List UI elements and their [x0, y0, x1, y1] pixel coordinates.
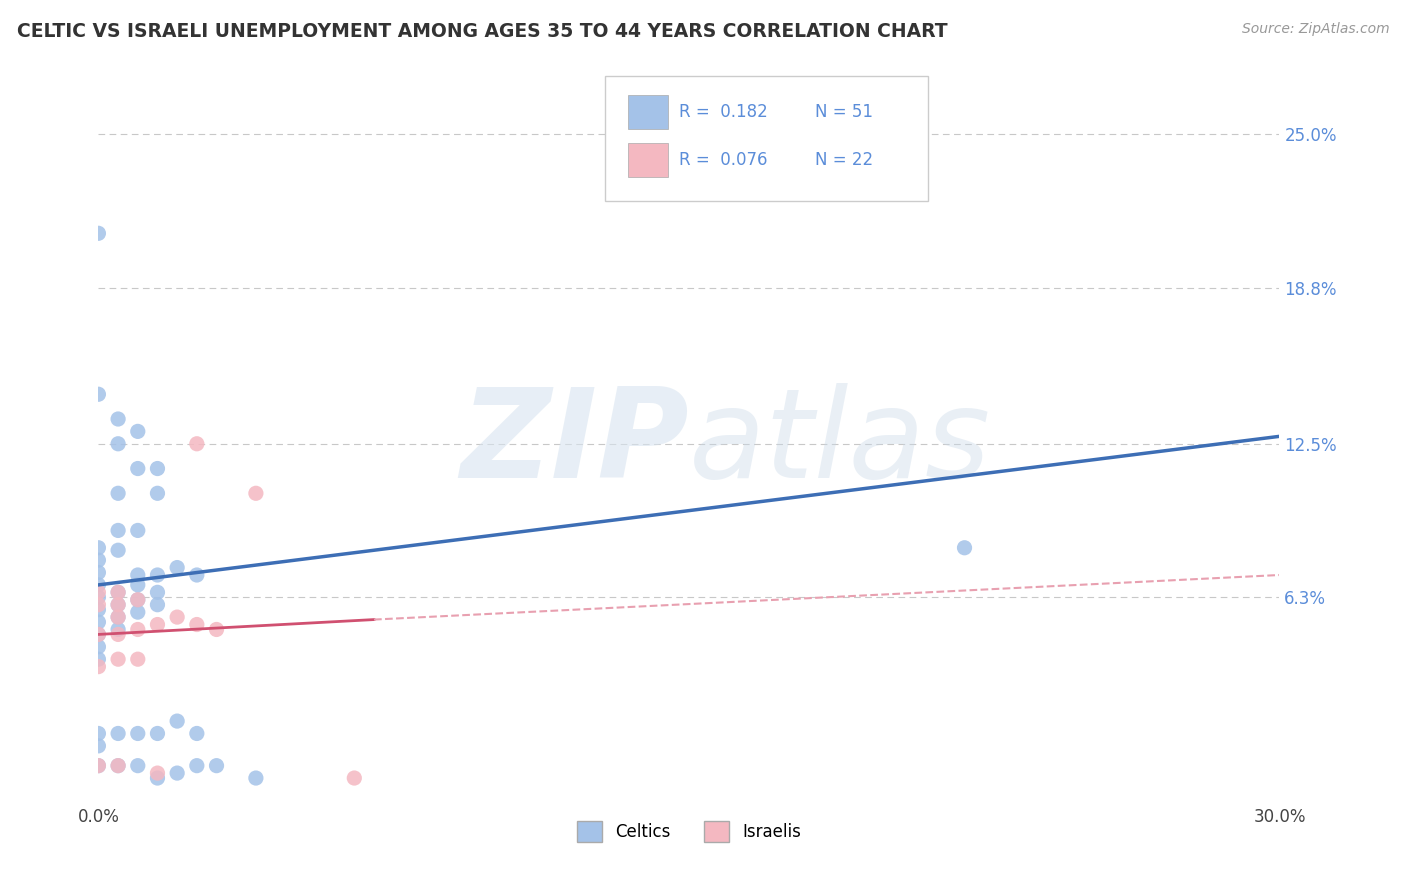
Point	[87, 640, 110, 654]
Point	[186, 617, 208, 632]
Point	[127, 425, 149, 439]
Point	[87, 652, 110, 666]
Point	[953, 541, 976, 555]
Point	[87, 627, 110, 641]
Point	[107, 627, 129, 641]
Point	[166, 560, 188, 574]
Point	[186, 726, 208, 740]
Text: ZIP: ZIP	[460, 384, 689, 504]
Point	[87, 227, 110, 241]
Point	[107, 758, 129, 772]
Point	[107, 412, 129, 426]
Point	[166, 714, 188, 728]
Point	[343, 771, 366, 785]
Point	[127, 592, 149, 607]
Point	[87, 553, 110, 567]
Point	[87, 659, 110, 673]
Point	[87, 585, 110, 599]
Point	[146, 766, 169, 780]
Point	[107, 436, 129, 450]
Point	[127, 605, 149, 619]
Point	[127, 578, 149, 592]
Point	[186, 436, 208, 450]
Point	[107, 598, 129, 612]
Point	[146, 486, 169, 500]
Point	[127, 652, 149, 666]
Point	[87, 726, 110, 740]
Point	[87, 591, 110, 605]
Point	[107, 598, 129, 612]
Point	[166, 610, 188, 624]
Text: N = 51: N = 51	[815, 103, 873, 121]
Point	[107, 486, 129, 500]
Point	[127, 592, 149, 607]
Point	[205, 758, 228, 772]
Point	[205, 623, 228, 637]
Point	[87, 602, 110, 616]
Point	[245, 771, 267, 785]
Point	[146, 617, 169, 632]
Point	[146, 461, 169, 475]
Point	[127, 726, 149, 740]
Point	[87, 758, 110, 772]
Point	[87, 598, 110, 612]
Point	[107, 585, 129, 599]
Text: R =  0.076: R = 0.076	[679, 151, 768, 169]
Point	[87, 627, 110, 641]
Point	[87, 578, 110, 592]
Point	[146, 771, 169, 785]
Point	[146, 585, 169, 599]
Point	[87, 758, 110, 772]
Point	[146, 568, 169, 582]
Text: Source: ZipAtlas.com: Source: ZipAtlas.com	[1241, 22, 1389, 37]
Point	[87, 615, 110, 629]
Point	[186, 568, 208, 582]
Text: N = 22: N = 22	[815, 151, 873, 169]
Point	[107, 726, 129, 740]
Point	[127, 461, 149, 475]
Point	[127, 568, 149, 582]
Point	[107, 758, 129, 772]
Point	[87, 387, 110, 401]
Point	[245, 486, 267, 500]
Legend: Celtics, Israelis: Celtics, Israelis	[571, 814, 807, 848]
Point	[107, 623, 129, 637]
Point	[107, 585, 129, 599]
Point	[127, 758, 149, 772]
Point	[87, 566, 110, 580]
Point	[186, 758, 208, 772]
Point	[87, 541, 110, 555]
Point	[146, 598, 169, 612]
Point	[87, 739, 110, 753]
Point	[107, 524, 129, 538]
Point	[107, 543, 129, 558]
Point	[107, 610, 129, 624]
Point	[127, 524, 149, 538]
Text: CELTIC VS ISRAELI UNEMPLOYMENT AMONG AGES 35 TO 44 YEARS CORRELATION CHART: CELTIC VS ISRAELI UNEMPLOYMENT AMONG AGE…	[17, 22, 948, 41]
Text: R =  0.182: R = 0.182	[679, 103, 768, 121]
Point	[146, 726, 169, 740]
Point	[107, 610, 129, 624]
Point	[127, 623, 149, 637]
Text: atlas: atlas	[689, 384, 991, 504]
Point	[107, 652, 129, 666]
Point	[166, 766, 188, 780]
